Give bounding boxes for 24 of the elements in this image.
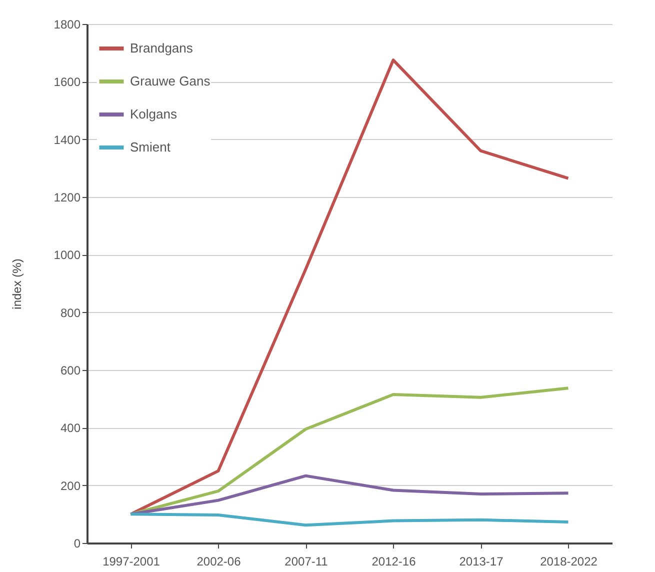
x-tick-label: 2012-16	[372, 554, 416, 568]
line-series	[129, 474, 570, 516]
legend-label: Grauwe Gans	[130, 74, 211, 88]
y-tick-label: 1600	[54, 75, 81, 90]
y-tick-label: 1400	[54, 132, 81, 147]
x-tick-label: 1997-2001	[102, 554, 160, 568]
y-tick-label: 200	[60, 478, 81, 493]
x-tick-label: 2002-06	[196, 554, 242, 568]
y-axis-title: index (%)	[10, 258, 24, 310]
y-tick-label: 800	[60, 306, 81, 320]
legend-label: Smient	[130, 140, 171, 154]
x-tick-label: 2018-2022	[540, 554, 598, 568]
line-series	[129, 58, 570, 516]
y-tick-label: 600	[60, 364, 81, 378]
y-tick-label: 1200	[54, 190, 81, 204]
x-tick-label: 2013-17	[459, 554, 504, 568]
y-tick-label: 400	[60, 421, 81, 436]
legend-label: Kolgans	[130, 106, 178, 122]
line-series	[129, 512, 570, 527]
y-tick-label: 1800	[54, 18, 81, 32]
legend-label: Brandgans	[130, 40, 194, 56]
y-tick-label: 0	[74, 536, 81, 550]
x-tick-label: 2007-11	[284, 554, 328, 568]
y-tick-label: 1000	[54, 248, 81, 262]
